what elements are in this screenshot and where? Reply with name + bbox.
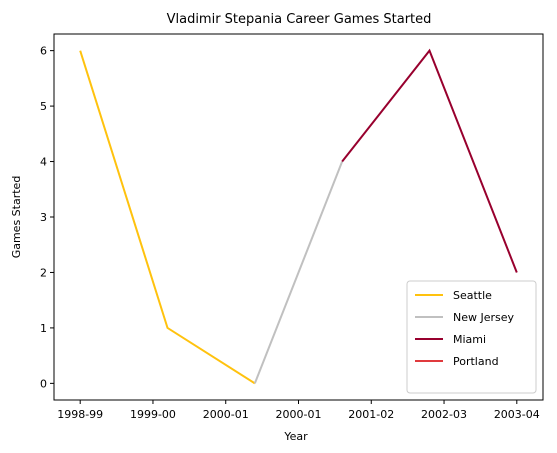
y-axis-label: Games Started	[10, 176, 23, 259]
y-tick-label: 2	[40, 266, 47, 279]
legend: Seattle New Jersey Miami Portland	[406, 280, 537, 394]
x-tick-label: 2000-01	[203, 408, 249, 421]
y-tick-label: 0	[40, 377, 47, 390]
x-tick-label: 2000-01	[276, 408, 322, 421]
legend-label: Portland	[453, 355, 499, 368]
chart-title: Vladimir Stepania Career Games Started	[167, 12, 432, 27]
series-line-new-jersey	[253, 161, 344, 384]
x-axis: 1998-99 1999-00 2000-01 2000-01 2001-02 2002-…	[57, 400, 540, 421]
x-tick-label: 1999-00	[130, 408, 176, 421]
legend-box	[406, 280, 537, 394]
x-tick-label: 2001-02	[348, 408, 394, 421]
series-line-seattle	[79, 50, 256, 385]
y-tick-label: 3	[40, 211, 47, 224]
y-tick-label: 4	[40, 156, 47, 169]
legend-label: New Jersey	[453, 311, 515, 324]
y-tick-label: 1	[40, 322, 47, 335]
legend-label: Seattle	[453, 289, 492, 302]
x-tick-label: 2002-03	[421, 408, 467, 421]
y-axis: 0 1 2 3 4 5 6	[40, 45, 54, 390]
y-tick-label: 5	[40, 100, 47, 113]
series-line-miami	[341, 48, 518, 273]
x-tick-label: 2003-04	[494, 408, 540, 421]
series-lines	[79, 48, 518, 385]
x-axis-label: Year	[283, 430, 308, 443]
legend-label: Miami	[453, 333, 486, 346]
y-tick-label: 6	[40, 45, 47, 58]
x-tick-label: 1998-99	[57, 408, 103, 421]
